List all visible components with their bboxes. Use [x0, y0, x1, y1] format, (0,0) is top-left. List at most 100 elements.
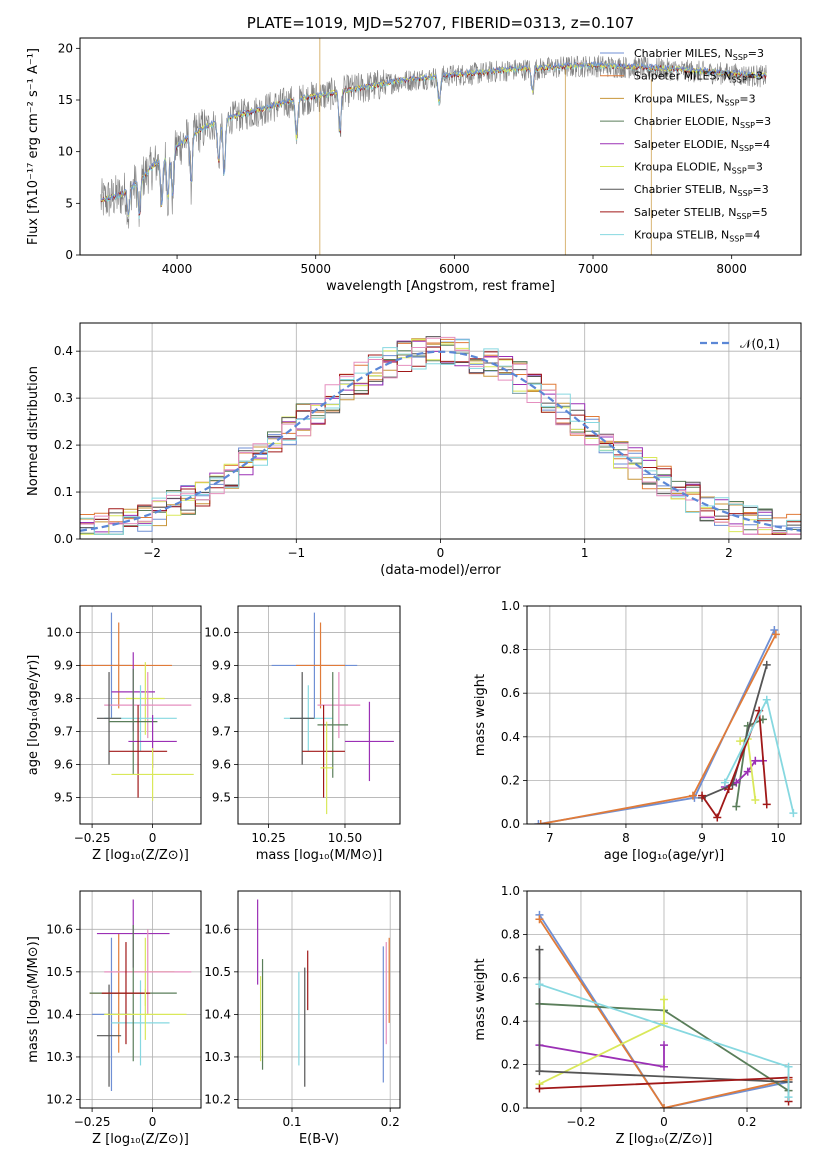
data-point-marker	[535, 1084, 544, 1093]
tick-label-y: 0.8	[501, 643, 520, 657]
histogram-step	[80, 339, 801, 535]
tick-label-x: 2	[725, 546, 733, 560]
tick-label-x: 6000	[439, 262, 470, 276]
data-point-marker	[698, 791, 707, 800]
data-point-marker	[660, 1041, 668, 1050]
axes-frame	[526, 605, 802, 825]
data-point-marker	[784, 1062, 793, 1071]
tick-label-y: 0.8	[501, 927, 520, 941]
tick-label-y: 9.8	[54, 691, 73, 705]
legend-item-label: Kroupa ELODIE, NSSP=3	[634, 161, 763, 176]
y-axis-label: age [log₁₀(age/yr)]	[26, 655, 41, 776]
data-point-marker	[724, 785, 733, 794]
tick-label-x: 0.2	[737, 1115, 756, 1129]
tick-label-y: 0.0	[54, 532, 73, 546]
series-line	[540, 633, 777, 824]
tick-label-x: 0.1	[282, 1115, 301, 1129]
data-point-marker	[688, 791, 697, 800]
panel-age-vs-mass: 10.25 10.50 9.5 9.6 9.7 9.8 9.9 10.0 mass [log₁₀…	[204, 605, 401, 863]
plot-area-residuals	[80, 336, 801, 535]
tick-label-y: 0.3	[54, 391, 73, 405]
tick-label-y: 9.5	[212, 791, 231, 805]
tick-label-x: 1	[581, 546, 589, 560]
data-point-marker	[762, 660, 771, 669]
legend-item-label: Kroupa MILES, NSSP=3	[634, 92, 756, 107]
panel-weight-vs-Z: −0.2 0 0.2 0.0 0.2 0.4 0.6 0.8 1.0 Z [log₁₀(Z/Z⊙)…	[473, 884, 802, 1147]
x-axis-label: (data-model)/error	[380, 563, 501, 578]
tick-label-x: 9	[698, 831, 706, 845]
tick-label-x: 0	[437, 546, 445, 560]
x-axis-label: mass [log₁₀(M/M⊙)]	[256, 848, 383, 863]
tick-label-x: −0.25	[74, 1115, 111, 1129]
tick-label-y: 10.5	[204, 965, 231, 979]
tick-label-y: 0.4	[501, 1014, 520, 1028]
axes-frame	[237, 605, 401, 825]
tick-label-y: 10.0	[204, 625, 231, 639]
legend-item-label: Salpeter ELODIE, NSSP=4	[634, 138, 770, 153]
x-axis-label: Z [log₁₀(Z/Z⊙)]	[92, 1132, 189, 1147]
tick-label-x: 10.50	[328, 831, 362, 845]
series-line	[538, 629, 776, 824]
data-point-marker	[732, 802, 741, 811]
tick-label-y: 0.2	[501, 773, 520, 787]
panel-age-vs-Z: −0.25 0 9.5 9.6 9.7 9.8 9.9 10.0 Z [log₁₀(Z/Z⊙)]…	[26, 605, 202, 863]
tick-label-y: 0.2	[54, 438, 73, 452]
legend-item-label: Chabrier STELIB, NSSP=3	[634, 183, 769, 198]
spectrum-model-line	[100, 62, 767, 219]
tick-label-x: 7000	[578, 262, 609, 276]
tick-label-y: 10.2	[204, 1092, 231, 1106]
series-line	[539, 1044, 665, 1068]
panel-mass-vs-EBV: 0.1 0.2 10.2 10.3 10.4 10.5 10.6 E(B-V)	[204, 890, 401, 1147]
plot-area-spectrum	[100, 38, 767, 255]
tick-label-y: 10.6	[204, 922, 231, 936]
x-axis-label: age [log₁₀(age/yr)]	[604, 848, 725, 863]
chart-title: PLATE=1019, MJD=52707, FIBERID=0313, z=0…	[247, 14, 634, 32]
series-line	[538, 918, 789, 1108]
y-axis-label: Flux [fλ10⁻¹⁷ erg cm⁻² s⁻¹ A⁻¹]	[26, 48, 41, 245]
plot-area-mass-vs-Z	[89, 899, 192, 1091]
tick-label-y: 10.3	[204, 1050, 231, 1064]
tick-label-y: 5	[65, 196, 73, 210]
data-point-marker	[535, 980, 544, 989]
histogram-step	[80, 346, 801, 535]
tick-label-y: 10.4	[204, 1007, 231, 1021]
spectrum-model-line	[100, 60, 767, 216]
data-point-marker	[660, 995, 668, 1004]
tick-label-x: 5000	[300, 262, 331, 276]
y-axis-label: mass weight	[473, 674, 488, 756]
tick-label-y: 10.6	[46, 922, 73, 936]
data-point-marker	[534, 820, 543, 824]
axes-frame	[79, 37, 802, 256]
tick-label-x: −0.25	[74, 831, 111, 845]
data-point-marker	[784, 1093, 793, 1102]
tick-label-x: −0.2	[566, 1115, 595, 1129]
plot-area-weight-vs-age	[534, 625, 798, 824]
panel-spectrum: 4000 5000 6000 7000 8000 0 5 10 15 20 wavelength […	[26, 14, 802, 294]
x-axis-label: Z [log₁₀(Z/Z⊙)]	[92, 848, 189, 863]
axes-frame	[526, 890, 802, 1109]
tick-label-y: 0.0	[501, 817, 520, 831]
data-point-marker	[789, 809, 798, 818]
data-point-marker	[535, 915, 544, 924]
axes-frame	[79, 322, 802, 540]
legend-item-label: Chabrier ELODIE, NSSP=3	[634, 115, 771, 130]
data-point-marker	[720, 778, 729, 787]
data-point-marker	[535, 1067, 544, 1076]
y-axis-label: mass weight	[473, 958, 488, 1040]
tick-label-x: 10	[771, 831, 786, 845]
tick-label-x: 7	[546, 831, 554, 845]
legend: 𝒩(0,1)	[700, 337, 780, 351]
data-point-marker	[751, 796, 760, 805]
tick-label-y: 15	[58, 93, 73, 107]
tick-label-y: 9.6	[54, 758, 73, 772]
data-point-marker	[751, 756, 760, 765]
tick-label-y: 0	[65, 248, 73, 262]
spectrum-data-line	[100, 55, 767, 229]
y-axis-label: Normed distribution	[26, 366, 41, 496]
tick-label-x: 0	[149, 831, 157, 845]
tick-label-y: 0.4	[501, 730, 520, 744]
legend-item-label: Chabrier MILES, NSSP=3	[634, 47, 764, 62]
tick-label-x: 8000	[716, 262, 747, 276]
plot-area-weight-vs-Z	[535, 910, 793, 1108]
tick-label-y: 20	[58, 41, 73, 55]
